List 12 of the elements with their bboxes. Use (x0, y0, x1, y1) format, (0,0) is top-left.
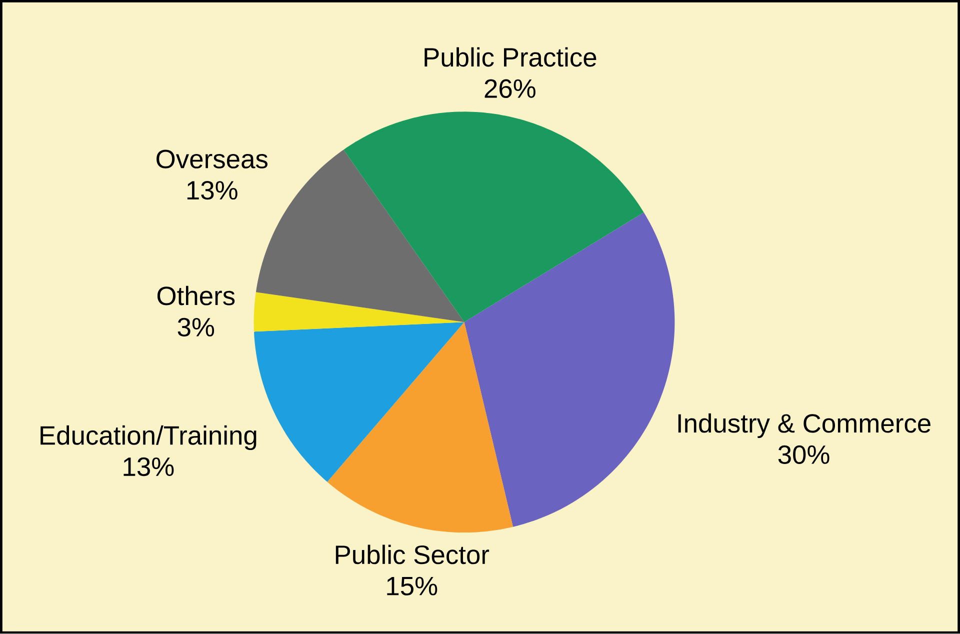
data-label: 13% (124, 458, 174, 476)
slice-label: Others (157, 286, 235, 306)
slice-label: Public Practice (424, 47, 596, 67)
slice-label: Public Sector (336, 544, 490, 564)
data-label: 13% (187, 181, 238, 200)
slice-label: Overseas (156, 150, 268, 169)
data-label: 15% (387, 576, 438, 596)
data-label: 30% (778, 445, 830, 464)
data-label: 26% (484, 79, 536, 98)
slice-label: Industry & Commerce (678, 413, 930, 438)
slice-label: Education/Training (40, 426, 256, 450)
data-label: 3% (178, 318, 214, 337)
